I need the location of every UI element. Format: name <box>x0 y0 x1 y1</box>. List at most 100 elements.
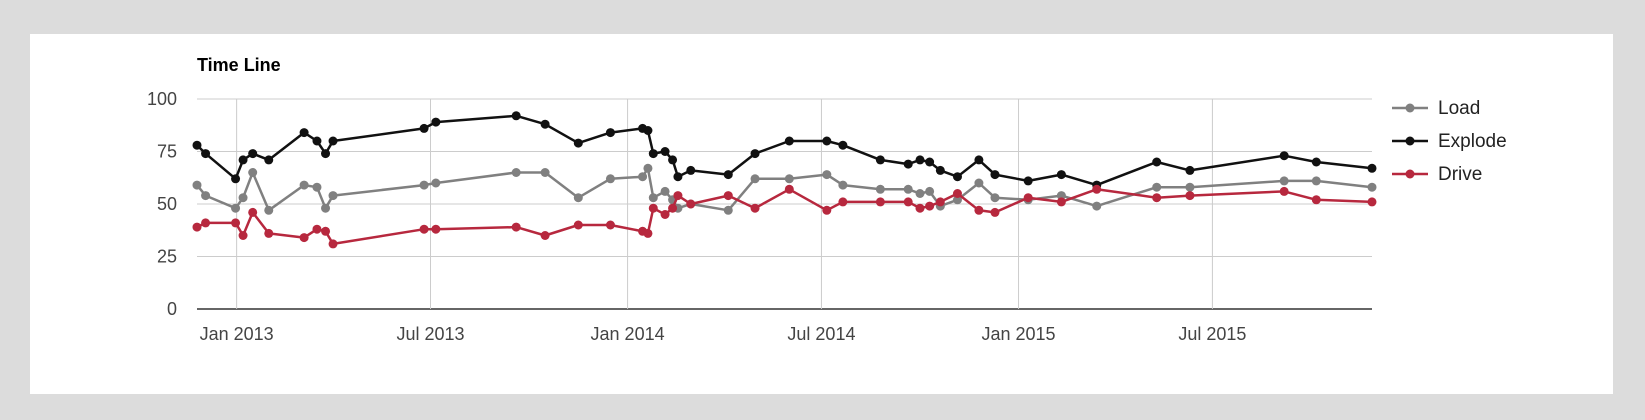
data-point[interactable] <box>915 155 925 165</box>
data-point[interactable] <box>750 203 760 213</box>
data-point[interactable] <box>974 155 984 165</box>
data-point[interactable] <box>248 149 258 159</box>
data-point[interactable] <box>686 199 696 209</box>
data-point[interactable] <box>328 136 338 146</box>
data-point[interactable] <box>299 233 309 243</box>
data-point[interactable] <box>925 157 935 167</box>
data-point[interactable] <box>750 174 760 184</box>
data-point[interactable] <box>1279 151 1289 161</box>
data-point[interactable] <box>1311 176 1321 186</box>
data-point[interactable] <box>990 207 1000 217</box>
data-point[interactable] <box>1185 165 1195 175</box>
data-point[interactable] <box>192 140 202 150</box>
data-point[interactable] <box>321 226 331 236</box>
data-point[interactable] <box>838 180 848 190</box>
data-point[interactable] <box>903 197 913 207</box>
data-point[interactable] <box>838 140 848 150</box>
data-point[interactable] <box>750 149 760 159</box>
data-point[interactable] <box>673 172 683 182</box>
data-point[interactable] <box>231 174 241 184</box>
data-point[interactable] <box>511 111 521 121</box>
data-point[interactable] <box>1023 193 1033 203</box>
data-point[interactable] <box>1367 182 1377 192</box>
data-point[interactable] <box>605 220 615 230</box>
data-point[interactable] <box>643 126 653 135</box>
data-point[interactable] <box>1056 170 1066 180</box>
data-point[interactable] <box>875 184 885 194</box>
data-point[interactable] <box>784 184 794 194</box>
data-point[interactable] <box>573 193 583 203</box>
data-point[interactable] <box>264 205 274 215</box>
data-point[interactable] <box>540 231 550 240</box>
data-point[interactable] <box>238 231 248 240</box>
data-point[interactable] <box>1023 176 1033 186</box>
data-point[interactable] <box>248 168 258 177</box>
data-point[interactable] <box>264 228 274 238</box>
data-point[interactable] <box>328 239 338 249</box>
data-point[interactable] <box>673 191 683 201</box>
data-point[interactable] <box>312 224 322 234</box>
data-point[interactable] <box>1185 191 1195 201</box>
data-point[interactable] <box>723 205 733 215</box>
data-point[interactable] <box>1367 197 1377 207</box>
data-point[interactable] <box>643 228 653 238</box>
data-point[interactable] <box>925 186 935 196</box>
data-point[interactable] <box>1185 182 1195 192</box>
data-point[interactable] <box>822 136 832 146</box>
data-point[interactable] <box>990 193 1000 203</box>
data-point[interactable] <box>328 191 338 201</box>
data-point[interactable] <box>822 170 832 180</box>
data-point[interactable] <box>822 205 832 215</box>
data-point[interactable] <box>974 205 984 215</box>
data-point[interactable] <box>648 203 658 213</box>
data-point[interactable] <box>1311 195 1321 205</box>
data-point[interactable] <box>431 224 441 234</box>
data-point[interactable] <box>838 197 848 207</box>
legend-item[interactable]: Load <box>1392 98 1480 119</box>
data-point[interactable] <box>605 128 615 138</box>
data-point[interactable] <box>875 197 885 207</box>
data-point[interactable] <box>723 170 733 180</box>
data-point[interactable] <box>540 168 550 177</box>
data-point[interactable] <box>915 203 925 213</box>
data-point[interactable] <box>952 195 962 205</box>
data-point[interactable] <box>511 168 521 177</box>
legend-item[interactable]: Drive <box>1392 164 1482 185</box>
data-point[interactable] <box>648 193 658 203</box>
data-point[interactable] <box>264 155 274 165</box>
data-point[interactable] <box>201 191 211 201</box>
data-point[interactable] <box>723 191 733 201</box>
data-point[interactable] <box>511 222 521 232</box>
data-point[interactable] <box>431 117 441 127</box>
data-point[interactable] <box>784 174 794 184</box>
data-point[interactable] <box>248 207 258 217</box>
data-point[interactable] <box>1056 191 1066 201</box>
data-point[interactable] <box>238 155 248 165</box>
data-point[interactable] <box>952 189 962 198</box>
data-point[interactable] <box>201 149 211 159</box>
data-point[interactable] <box>605 174 615 184</box>
data-point[interactable] <box>540 119 550 129</box>
data-point[interactable] <box>903 159 913 169</box>
data-point[interactable] <box>875 155 885 165</box>
data-point[interactable] <box>1092 184 1102 194</box>
data-point[interactable] <box>952 172 962 182</box>
data-point[interactable] <box>925 201 935 211</box>
data-point[interactable] <box>573 138 583 148</box>
data-point[interactable] <box>419 180 429 190</box>
data-point[interactable] <box>299 180 309 190</box>
data-point[interactable] <box>660 210 670 219</box>
data-point[interactable] <box>903 184 913 194</box>
data-point[interactable] <box>321 203 331 213</box>
data-point[interactable] <box>1152 193 1162 203</box>
data-point[interactable] <box>312 136 322 146</box>
data-point[interactable] <box>431 178 441 188</box>
data-point[interactable] <box>192 222 202 232</box>
data-point[interactable] <box>1311 157 1321 167</box>
data-point[interactable] <box>935 165 945 175</box>
data-point[interactable] <box>668 155 678 165</box>
data-point[interactable] <box>1056 197 1066 207</box>
data-point[interactable] <box>1279 186 1289 196</box>
data-point[interactable] <box>648 149 658 159</box>
data-point[interactable] <box>201 218 211 228</box>
